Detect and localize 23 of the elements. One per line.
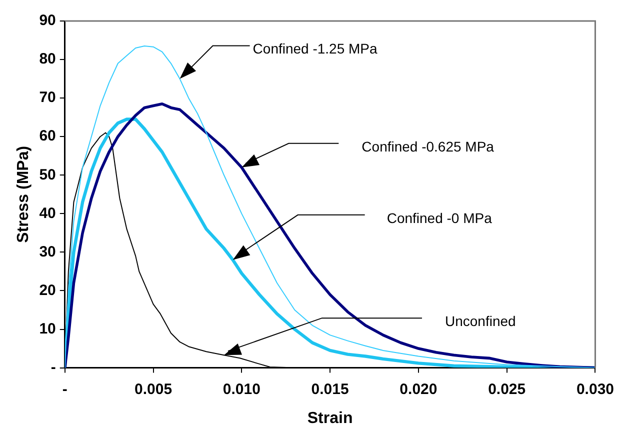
x-tick-label: 0.005 (134, 380, 172, 398)
x-tick-label: 0.025 (488, 380, 526, 398)
annotation: Unconfined (444, 312, 516, 329)
x-tick-label: 0.015 (311, 380, 349, 398)
x-axis-title: Strain (307, 410, 353, 427)
annotation: Confined -0.625 MPa (362, 138, 494, 154)
y-axis-title: Stress (MPa) (15, 146, 32, 243)
annotation: Confined -0 MPa (386, 210, 492, 226)
y-tick-label: 50 (39, 166, 56, 184)
y-tick-label: 40 (39, 204, 56, 222)
annotation: Confined -1.25 MPa (252, 40, 378, 57)
y-tick-label: 90 (39, 12, 56, 30)
y-tick-label: 30 (39, 243, 56, 260)
x-tick-label: - (62, 380, 68, 398)
x-tick-label: 0.010 (222, 380, 260, 398)
x-tick-label: 0.030 (576, 380, 614, 398)
y-tick-label: 10 (39, 320, 56, 338)
y-tick-label: 70 (39, 89, 56, 106)
y-tick-label: 60 (39, 128, 56, 145)
x-tick-label: 0.020 (400, 380, 438, 398)
y-tick-label: 20 (39, 282, 56, 299)
y-tick-label: - (50, 358, 56, 376)
y-tick-label: 80 (39, 50, 56, 68)
